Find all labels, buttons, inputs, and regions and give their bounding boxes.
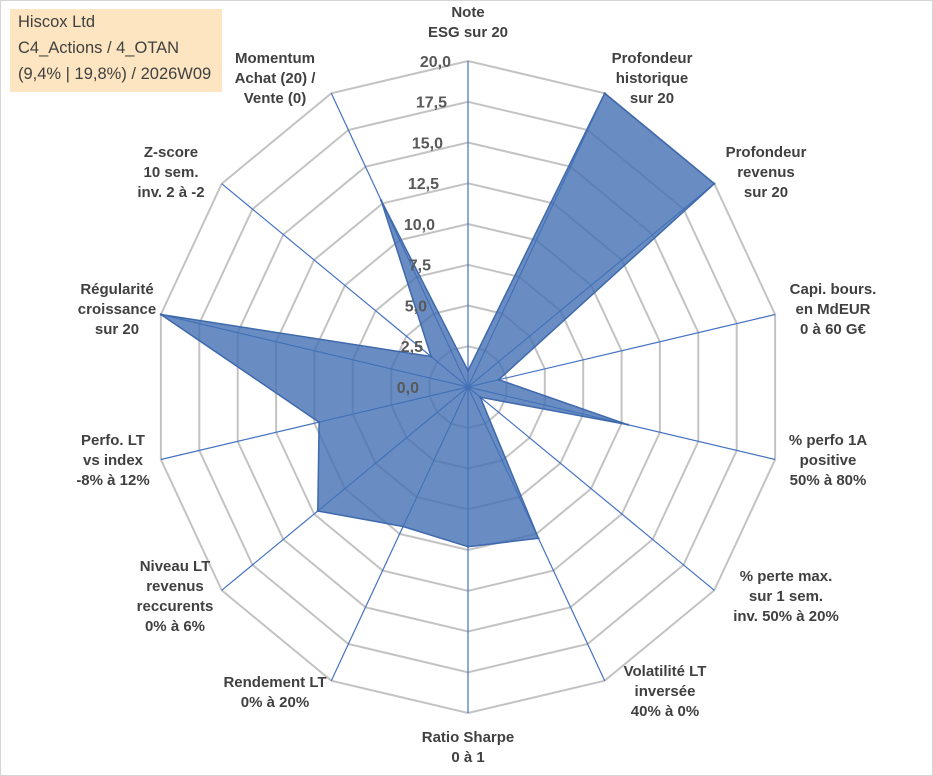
data-points	[159, 92, 716, 548]
category-label: Momentum Achat (20) / Vente (0)	[234, 50, 316, 107]
tick-label: 15,0	[412, 135, 443, 152]
category-label: % perte max. sur 1 sem. inv. 50% à 20%	[733, 568, 839, 625]
data-point	[380, 199, 383, 202]
data-point	[316, 509, 319, 513]
category-label: Z-score 10 sem. inv. 2 à -2	[137, 144, 205, 201]
data-point	[466, 369, 470, 372]
data-point	[479, 396, 482, 399]
tick-label: 0,0	[397, 380, 419, 397]
category-label: Profondeur revenus sur 20	[725, 144, 807, 201]
category-label: % perfo 1A positive 50% à 80%	[788, 432, 868, 489]
data-point	[429, 355, 433, 358]
axis-spoke	[221, 183, 469, 388]
info-line: (9,4% | 19,8%) / 2026W09	[18, 65, 212, 83]
tick-label: 20,0	[420, 54, 451, 71]
value-axis-labels: 0,0 2,5 5,0 7,5 10,0 12,5 15,0 17,5 20,0	[397, 54, 451, 397]
info-line: C4_Actions / 4_OTAN	[18, 39, 180, 57]
data-point	[626, 423, 629, 426]
tick-label: 7,5	[409, 258, 431, 275]
data-point	[159, 313, 163, 316]
data-point	[497, 378, 500, 381]
tick-label: 2,5	[401, 339, 423, 356]
axis-spoke	[467, 313, 776, 388]
data-point	[401, 525, 405, 528]
tick-label: 12,5	[408, 176, 439, 193]
category-label: Note ESG sur 20	[427, 4, 509, 41]
category-label: Capi. bours. en MdEUR 0 à 60 G€	[789, 281, 877, 338]
axis-spoke	[467, 386, 715, 591]
info-box: Hiscox Ltd C4_Actions / 4_OTAN (9,4% | 1…	[10, 9, 222, 92]
data-point	[713, 182, 716, 185]
category-label: Régularité croissance sur 20	[77, 281, 157, 338]
category-label: Profondeur historique sur 20	[611, 50, 693, 107]
category-label: Volatilité LT inversée 40% à 0%	[623, 663, 707, 720]
data-point	[466, 545, 470, 548]
category-label: Ratio Sharpe 0 à 1	[421, 729, 515, 766]
data-point	[603, 92, 606, 95]
tick-label: 10,0	[404, 217, 435, 234]
info-line: Hiscox Ltd	[18, 13, 96, 31]
tick-label: 17,5	[416, 95, 447, 112]
category-label: Perfo. LT vs index -8% à 12%	[76, 432, 150, 489]
category-label: Niveau LT revenus reccurents 0% à 6%	[136, 558, 214, 635]
data-point	[317, 421, 321, 424]
data-point	[537, 537, 540, 540]
tick-label: 5,0	[405, 298, 427, 315]
category-label: Rendement LT 0% à 20%	[223, 674, 327, 711]
